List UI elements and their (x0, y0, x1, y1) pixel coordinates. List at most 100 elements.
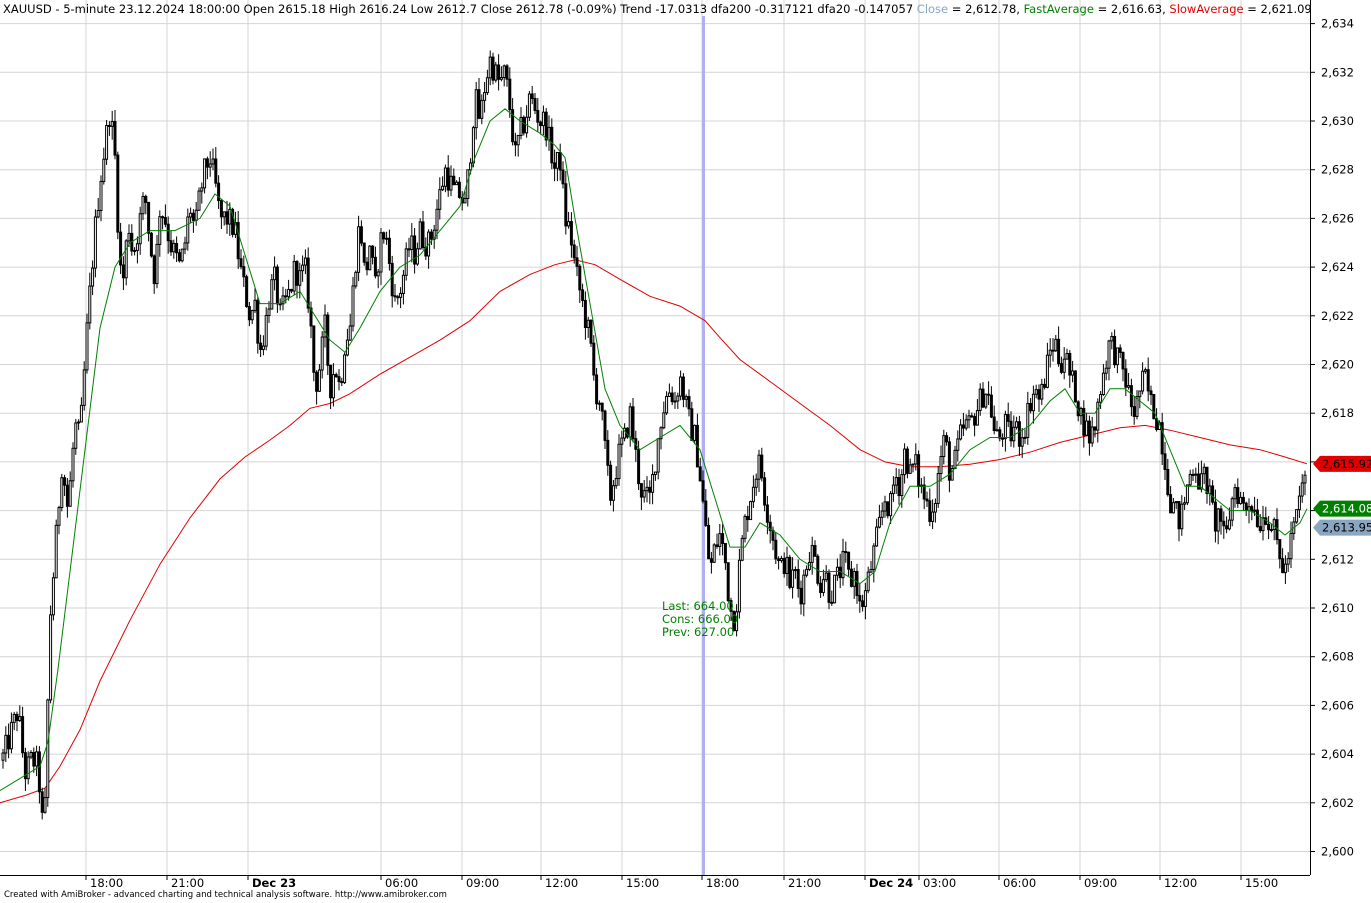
candle-body (1222, 520, 1226, 527)
candle-body (371, 245, 375, 258)
candle-body (1236, 487, 1240, 505)
candle-body (723, 542, 727, 564)
candle-body (603, 410, 607, 441)
candle-body (211, 158, 215, 165)
candle-body (365, 261, 369, 271)
candle-body (617, 443, 621, 480)
y-tick-label: 2,630 (1321, 114, 1354, 128)
candle-body (1247, 506, 1251, 512)
x-tick-label: 03:00 (923, 876, 956, 890)
candle-body (1205, 466, 1209, 495)
candle-body (1177, 501, 1181, 530)
candle-body (639, 483, 643, 498)
candle-body (49, 614, 53, 701)
cursor-annotation: Last: 664.00 Cons: 666.00 Prev: 627.00 (662, 599, 738, 639)
candle-body (684, 396, 688, 400)
candle-body (264, 314, 268, 347)
candle-body (813, 545, 817, 557)
candle-body (527, 93, 531, 118)
x-axis: 18:00 21:00 Dec 23 06:00 09:00 12:00 15:00 18:0… (85, 875, 1278, 890)
footer-credit: Created with AmiBroker - advanced charti… (4, 890, 447, 900)
candle-body (1121, 351, 1125, 370)
y-tick-label: 2,618 (1321, 406, 1354, 420)
candle-body (513, 141, 517, 146)
candle-body (939, 456, 943, 475)
candle-body (15, 713, 19, 722)
candle-body (653, 471, 657, 476)
candle-body (712, 544, 716, 563)
candle-body (1213, 501, 1217, 532)
candle-body (51, 577, 55, 616)
candle-body (1289, 532, 1293, 560)
candle-body (343, 354, 347, 384)
candle-body (334, 374, 338, 378)
candle-body (37, 751, 41, 793)
candle-body (1244, 502, 1248, 512)
candle-body (947, 441, 951, 481)
candle-body (474, 89, 478, 129)
candle-body (1, 752, 5, 761)
candle-body (1272, 519, 1276, 531)
candle-body (438, 189, 442, 210)
candle-body (295, 261, 299, 286)
candle-body (9, 721, 13, 750)
candle-body (746, 515, 750, 521)
candle-body (46, 699, 50, 799)
candle-body (12, 713, 16, 723)
candles (1, 50, 1307, 820)
candle-body (21, 716, 25, 754)
candle-body (480, 99, 484, 119)
candle-body (936, 473, 940, 504)
candle-body (819, 582, 823, 593)
candle-body (889, 493, 893, 517)
candle-body (1115, 347, 1119, 366)
candle-body (99, 180, 103, 211)
candle-body (205, 158, 209, 168)
fast-price-tag: 2,614.08 (1313, 500, 1371, 517)
candle-body (1180, 503, 1184, 530)
candle-body (124, 240, 128, 279)
x-tick-label: Dec 23 (252, 876, 296, 890)
candle-body (54, 524, 58, 579)
candle-body (642, 490, 646, 498)
candle-body (950, 467, 954, 481)
y-tick-label: 2,608 (1321, 650, 1354, 664)
candle-body (253, 299, 257, 312)
candle-body (1132, 406, 1136, 417)
candle-body (967, 415, 971, 421)
candle-body (121, 264, 125, 279)
candle-body (452, 175, 456, 186)
candle-body (144, 195, 148, 203)
candle-body (1281, 558, 1285, 574)
candle-body (429, 231, 433, 240)
candle-body (768, 521, 772, 531)
candle-body (7, 734, 11, 750)
candle-body (1283, 563, 1287, 574)
candle-body (172, 242, 176, 253)
candle-body (348, 325, 352, 341)
candle-body (273, 266, 277, 281)
candle-body (463, 197, 467, 204)
candle-body (1104, 367, 1108, 374)
candle-body (637, 448, 641, 485)
candle-body (65, 484, 69, 507)
candle-body (743, 515, 747, 539)
candle-body (709, 558, 713, 563)
candle-body (217, 182, 221, 202)
candle-body (1194, 473, 1198, 476)
candle-body (91, 267, 95, 287)
candle-body (306, 257, 310, 309)
candle-body (833, 574, 837, 604)
candle-body (673, 400, 677, 403)
candle-body (382, 232, 386, 240)
annotation-prev: Prev: 627.00 (662, 625, 734, 639)
candle-body (1015, 421, 1019, 428)
candle-body (555, 151, 559, 169)
candle-body (726, 562, 730, 602)
candle-body (522, 116, 526, 134)
candle-body (32, 751, 36, 767)
candle-body (670, 392, 674, 403)
candle-body (600, 402, 604, 412)
close-price-tag: 2,613.95 (1313, 519, 1371, 536)
